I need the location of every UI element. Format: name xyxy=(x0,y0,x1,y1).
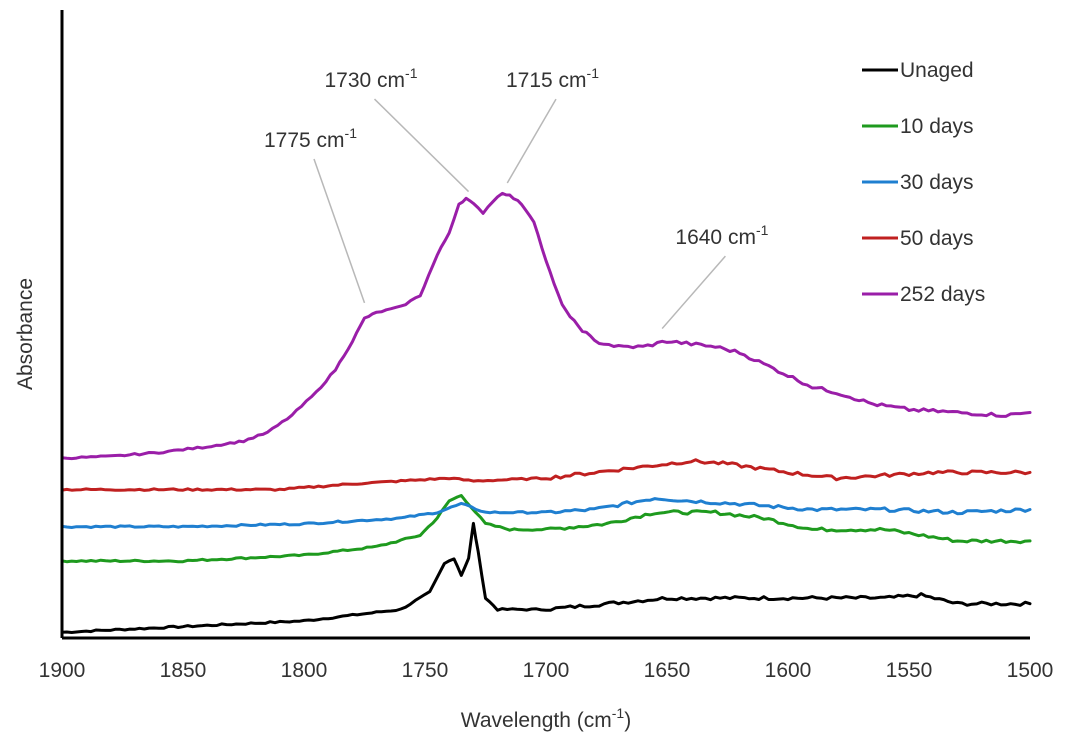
axes xyxy=(60,10,1030,640)
legend-label: 252 days xyxy=(900,283,985,306)
series-line-252-days xyxy=(60,191,1032,461)
annotation-layer: 1775 cm-1 1730 cm-1 1715 cm-1 1640 cm-1 xyxy=(264,65,769,330)
annotation-label: 1730 cm-1 xyxy=(325,65,418,92)
legend-label: 10 days xyxy=(900,115,974,138)
legend-label: 30 days xyxy=(900,171,974,194)
x-tick-label: 1550 xyxy=(886,659,933,682)
x-tick-label: 1750 xyxy=(402,659,449,682)
x-tick-label: 1700 xyxy=(523,659,570,682)
x-tick-label: 1650 xyxy=(644,659,691,682)
legend-label: 50 days xyxy=(900,227,974,250)
series-line-30-days xyxy=(60,497,1032,529)
series-line-50-days xyxy=(60,458,1032,492)
x-tick-label: 1850 xyxy=(160,659,207,682)
series-line-10-days xyxy=(60,494,1032,564)
legend: Unaged 10 days 30 days 50 days 252 days xyxy=(862,59,985,306)
annotation-leader-line xyxy=(373,98,470,193)
annotation-label: 1775 cm-1 xyxy=(264,125,357,152)
legend-label: Unaged xyxy=(900,59,974,82)
annotation-label: 1640 cm-1 xyxy=(675,222,768,249)
annotation-label: 1715 cm-1 xyxy=(506,65,599,92)
x-tick-label: 1600 xyxy=(765,659,812,682)
x-axis-title: Wavelength (cm-1) xyxy=(461,705,631,732)
series-layer xyxy=(60,191,1032,634)
x-tick-labels: 1900 1850 1800 1750 1700 1650 1600 1550 1500 xyxy=(39,659,1054,682)
annotation-leader-line xyxy=(506,98,557,184)
x-tick-label: 1900 xyxy=(39,659,86,682)
y-axis-title: Absorbance xyxy=(14,278,37,390)
x-tick-label: 1800 xyxy=(281,659,328,682)
x-tick-label: 1500 xyxy=(1007,659,1054,682)
annotation-leader-line xyxy=(313,158,366,304)
series-line-unaged xyxy=(60,521,1032,634)
annotation-leader-line xyxy=(661,255,726,330)
